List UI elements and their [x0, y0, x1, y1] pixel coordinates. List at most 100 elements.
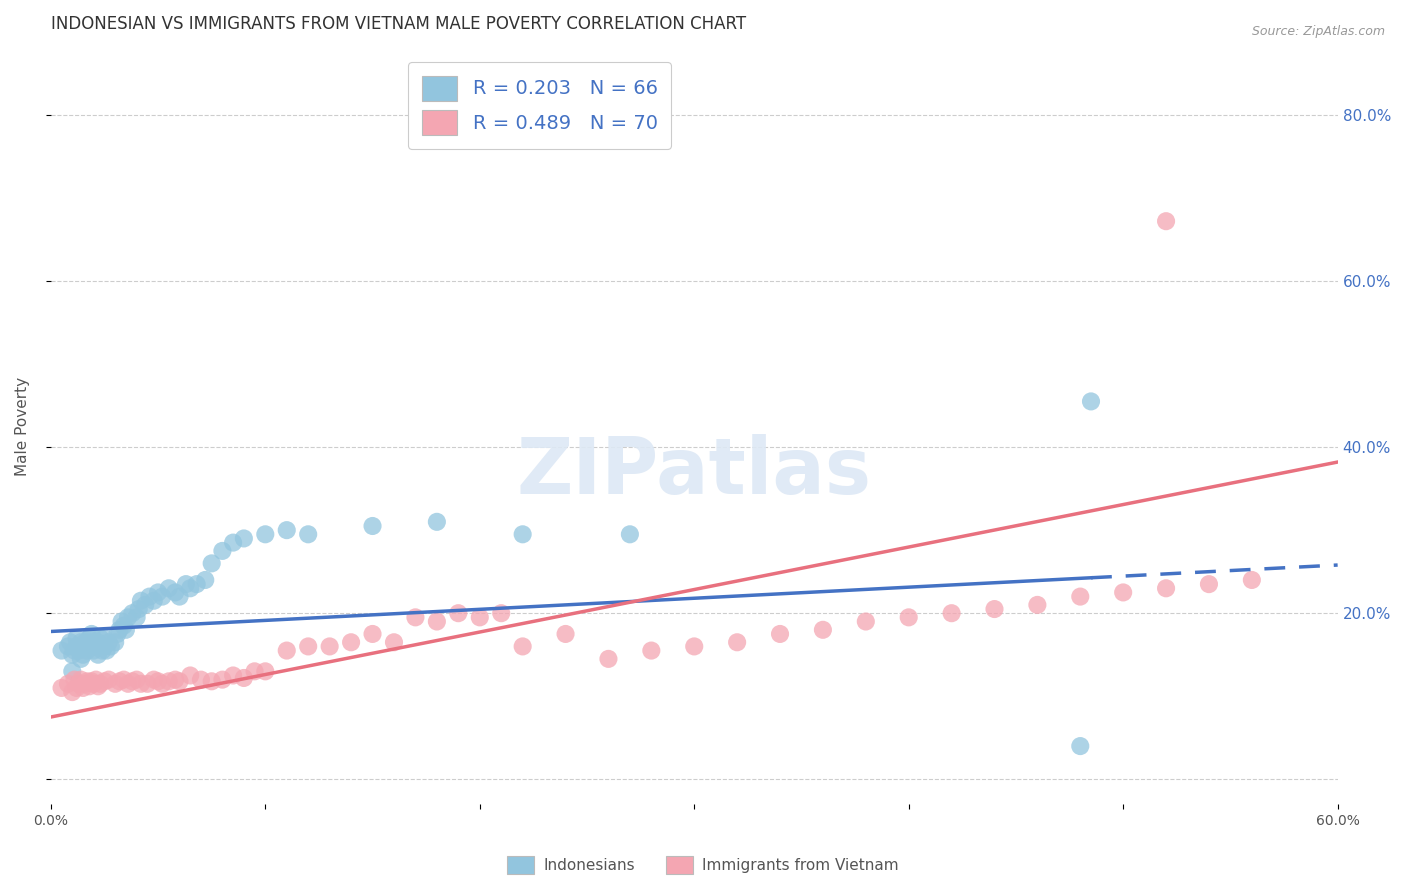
Point: [80, 627, 103, 641]
Point: [340, 635, 363, 649]
Point: [67, 643, 90, 657]
Point: [142, 673, 165, 687]
Point: [65, 681, 87, 695]
Point: [1112, 585, 1135, 599]
Point: [725, 635, 748, 649]
Point: [79, 679, 101, 693]
Point: [129, 593, 152, 607]
Point: [134, 598, 156, 612]
Point: [254, 665, 277, 679]
Point: [117, 610, 139, 624]
Point: [104, 677, 127, 691]
Point: [128, 602, 150, 616]
Point: [72, 648, 94, 662]
Point: [769, 627, 792, 641]
Point: [93, 640, 115, 654]
Point: [79, 635, 101, 649]
Point: [201, 674, 224, 689]
Y-axis label: Male Poverty: Male Poverty: [15, 376, 30, 476]
Point: [1240, 573, 1263, 587]
Point: [190, 673, 212, 687]
Point: [121, 674, 143, 689]
Point: [60, 648, 83, 662]
Point: [75, 635, 97, 649]
Point: [142, 593, 165, 607]
Point: [105, 627, 128, 641]
Point: [83, 643, 105, 657]
Point: [201, 557, 224, 571]
Point: [51, 643, 73, 657]
Point: [100, 640, 122, 654]
Point: [110, 615, 132, 629]
Point: [89, 631, 111, 645]
Point: [169, 590, 191, 604]
Point: [1069, 739, 1091, 753]
Point: [125, 610, 148, 624]
Point: [165, 585, 187, 599]
Point: [75, 677, 97, 691]
Point: [489, 606, 512, 620]
Point: [512, 640, 534, 654]
Point: [83, 635, 105, 649]
Point: [112, 673, 135, 687]
Point: [194, 573, 217, 587]
Point: [97, 673, 120, 687]
Point: [138, 590, 160, 604]
Point: [65, 631, 87, 645]
Point: [157, 674, 180, 689]
Point: [76, 674, 98, 689]
Point: [211, 544, 233, 558]
Point: [254, 527, 277, 541]
Point: [76, 643, 98, 657]
Point: [1154, 214, 1177, 228]
Point: [1080, 394, 1102, 409]
Point: [276, 643, 298, 657]
Point: [426, 515, 449, 529]
Point: [56, 640, 79, 654]
Point: [232, 532, 254, 546]
Point: [426, 615, 449, 629]
Point: [97, 635, 120, 649]
Point: [67, 677, 90, 691]
Point: [146, 674, 169, 689]
Point: [70, 673, 93, 687]
Point: [121, 606, 143, 620]
Point: [146, 585, 169, 599]
Point: [63, 643, 86, 657]
Point: [640, 643, 662, 657]
Point: [112, 618, 135, 632]
Point: [186, 577, 208, 591]
Point: [72, 640, 94, 654]
Point: [56, 677, 79, 691]
Point: [60, 665, 83, 679]
Point: [79, 631, 101, 645]
Point: [619, 527, 641, 541]
Point: [318, 640, 340, 654]
Point: [108, 623, 131, 637]
Text: Source: ZipAtlas.com: Source: ZipAtlas.com: [1251, 25, 1385, 38]
Point: [811, 623, 834, 637]
Legend: Indonesians, Immigrants from Vietnam: Indonesians, Immigrants from Vietnam: [501, 850, 905, 880]
Point: [897, 610, 920, 624]
Point: [174, 577, 197, 591]
Point: [683, 640, 706, 654]
Point: [243, 665, 266, 679]
Point: [83, 677, 105, 691]
Point: [512, 527, 534, 541]
Point: [157, 582, 180, 596]
Point: [468, 610, 491, 624]
Point: [89, 677, 111, 691]
Point: [150, 677, 173, 691]
Point: [51, 681, 73, 695]
Point: [361, 627, 384, 641]
Point: [70, 635, 93, 649]
Point: [382, 635, 405, 649]
Point: [941, 606, 963, 620]
Point: [136, 677, 159, 691]
Point: [84, 640, 107, 654]
Point: [276, 523, 298, 537]
Point: [84, 673, 107, 687]
Point: [179, 668, 201, 682]
Point: [232, 671, 254, 685]
Point: [554, 627, 576, 641]
